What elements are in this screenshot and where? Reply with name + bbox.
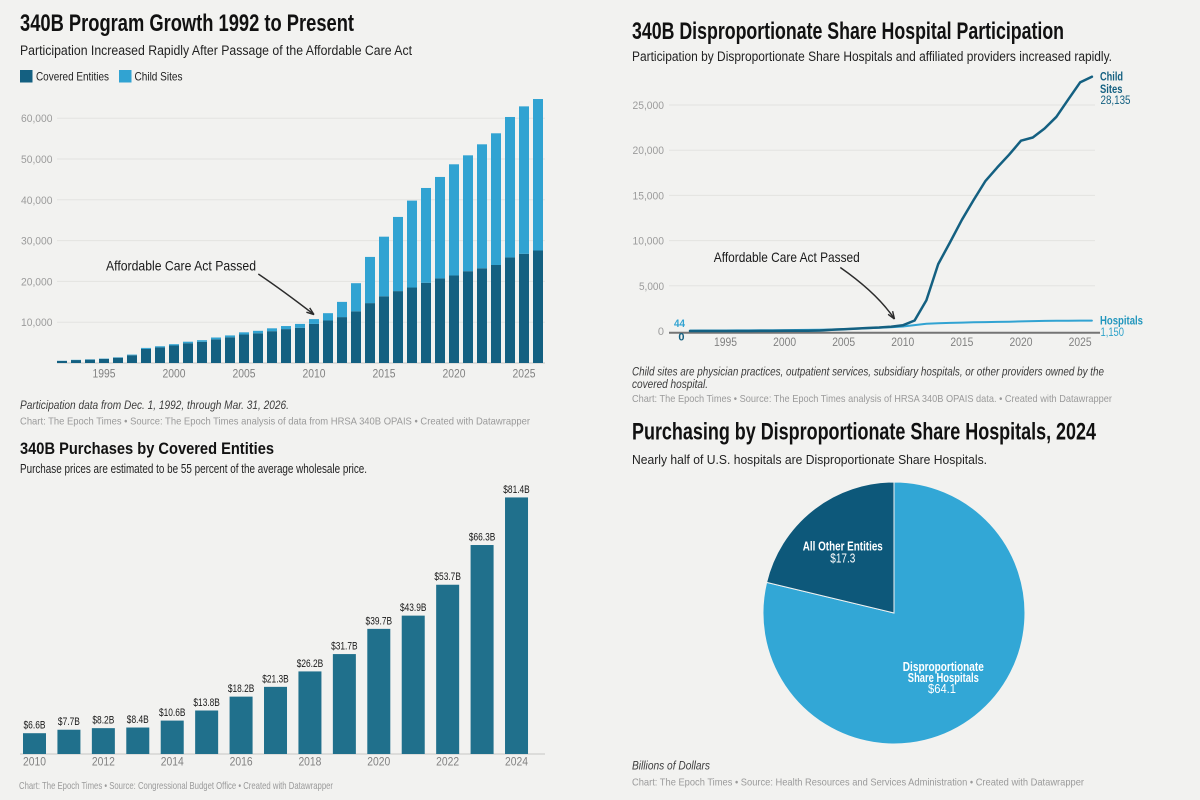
svg-text:$6.6B: $6.6B bbox=[24, 720, 46, 732]
svg-text:$66.3B: $66.3B bbox=[469, 532, 496, 544]
svg-text:2020: 2020 bbox=[1010, 337, 1033, 349]
svg-text:$7.7B: $7.7B bbox=[58, 716, 80, 728]
svg-text:2022: 2022 bbox=[436, 757, 459, 769]
svg-text:$17.3: $17.3 bbox=[830, 552, 855, 566]
svg-text:$64.1: $64.1 bbox=[928, 682, 956, 696]
svg-text:20,000: 20,000 bbox=[633, 145, 665, 157]
svg-text:Affordable Care Act Passed: Affordable Care Act Passed bbox=[106, 258, 256, 274]
svg-text:40,000: 40,000 bbox=[21, 195, 53, 207]
svg-text:$21.3B: $21.3B bbox=[262, 673, 289, 685]
svg-text:$8.4B: $8.4B bbox=[127, 714, 149, 726]
svg-text:1,150: 1,150 bbox=[1101, 327, 1125, 339]
svg-text:Share Hospitals: Share Hospitals bbox=[908, 671, 979, 685]
svg-text:$43.9B: $43.9B bbox=[400, 602, 427, 614]
svg-text:$10.6B: $10.6B bbox=[159, 707, 186, 719]
svg-text:Chart: The Epoch Times • Sourc: Chart: The Epoch Times • Source: The Epo… bbox=[20, 416, 530, 428]
svg-text:2025: 2025 bbox=[1069, 337, 1092, 349]
svg-text:2020: 2020 bbox=[443, 369, 466, 381]
svg-text:44: 44 bbox=[674, 318, 686, 330]
svg-text:$53.7B: $53.7B bbox=[434, 571, 461, 583]
svg-text:All Other Entities: All Other Entities bbox=[803, 540, 883, 554]
svg-text:Child sites are physician prac: Child sites are physician practices, out… bbox=[632, 367, 1104, 379]
svg-text:2025: 2025 bbox=[513, 369, 536, 381]
svg-text:covered hospital.: covered hospital. bbox=[632, 379, 708, 391]
svg-text:2024: 2024 bbox=[505, 757, 529, 769]
svg-text:340B Program Growth 1992 to Pr: 340B Program Growth 1992 to Present bbox=[20, 10, 354, 37]
svg-text:2020: 2020 bbox=[367, 757, 390, 769]
svg-text:Purchasing by Disproportionate: Purchasing by Disproportionate Share Hos… bbox=[632, 419, 1096, 446]
svg-text:Chart: The Epoch Times • Sour: Chart: The Epoch Times • Source: The Epo… bbox=[632, 393, 1112, 405]
svg-text:$31.7B: $31.7B bbox=[331, 641, 358, 653]
svg-text:15,000: 15,000 bbox=[633, 190, 665, 202]
svg-text:Participation by Disproportion: Participation by Disproportionate Share … bbox=[632, 49, 1112, 64]
svg-text:$81.4B: $81.4B bbox=[503, 484, 530, 496]
svg-text:$18.2B: $18.2B bbox=[228, 683, 255, 695]
svg-text:50,000: 50,000 bbox=[21, 154, 53, 166]
svg-text:Chart: The Epoch Times • Sourc: Chart: The Epoch Times • Source: Congres… bbox=[19, 780, 333, 792]
svg-text:28,135: 28,135 bbox=[1101, 95, 1131, 107]
svg-text:$13.8B: $13.8B bbox=[193, 697, 220, 709]
svg-text:30,000: 30,000 bbox=[21, 236, 53, 248]
svg-text:$8.2B: $8.2B bbox=[92, 715, 114, 727]
svg-text:Disproportionate: Disproportionate bbox=[903, 660, 984, 674]
svg-text:2012: 2012 bbox=[92, 757, 115, 769]
svg-text:20,000: 20,000 bbox=[21, 276, 53, 288]
svg-text:2015: 2015 bbox=[373, 369, 396, 381]
svg-text:Covered Entities: Covered Entities bbox=[36, 70, 109, 84]
svg-text:2016: 2016 bbox=[230, 757, 253, 769]
svg-text:2005: 2005 bbox=[832, 337, 855, 349]
svg-text:2010: 2010 bbox=[303, 369, 326, 381]
svg-text:Child Sites: Child Sites bbox=[135, 70, 183, 84]
svg-text:Affordable Care Act Passed: Affordable Care Act Passed bbox=[714, 249, 860, 265]
svg-text:2000: 2000 bbox=[163, 369, 186, 381]
svg-text:25,000: 25,000 bbox=[633, 100, 665, 112]
svg-text:0: 0 bbox=[658, 326, 664, 338]
svg-text:Child: Child bbox=[1100, 70, 1123, 84]
svg-text:2010: 2010 bbox=[891, 337, 914, 349]
svg-text:340B Purchases by Covered Enti: 340B Purchases by Covered Entities bbox=[20, 439, 274, 458]
svg-text:2018: 2018 bbox=[298, 757, 321, 769]
svg-text:1995: 1995 bbox=[93, 369, 116, 381]
svg-text:10,000: 10,000 bbox=[633, 236, 665, 248]
svg-text:10,000: 10,000 bbox=[21, 317, 53, 329]
svg-text:2005: 2005 bbox=[233, 369, 256, 381]
svg-text:2014: 2014 bbox=[161, 757, 185, 769]
svg-text:$26.2B: $26.2B bbox=[297, 658, 324, 670]
svg-text:60,000: 60,000 bbox=[21, 113, 53, 125]
svg-text:Sites: Sites bbox=[1100, 82, 1123, 96]
svg-text:Nearly half of U.S. hospitals: Nearly half of U.S. hospitals are Dispro… bbox=[632, 452, 987, 467]
svg-text:0: 0 bbox=[678, 332, 684, 344]
svg-text:Hospitals: Hospitals bbox=[1100, 314, 1143, 328]
svg-text:1995: 1995 bbox=[714, 337, 737, 349]
svg-text:Participation data from Dec. 1: Participation data from Dec. 1, 1992, th… bbox=[20, 400, 289, 412]
svg-text:Billions of Dollars: Billions of Dollars bbox=[632, 761, 710, 773]
svg-text:Participation Increased Rapidl: Participation Increased Rapidly After Pa… bbox=[20, 43, 412, 58]
svg-text:Chart: The Epoch Times • Sour: Chart: The Epoch Times • Source: Health … bbox=[632, 777, 1084, 789]
svg-text:340B Disproportionate Share Ho: 340B Disproportionate Share Hospital Par… bbox=[632, 18, 1064, 45]
svg-text:2000: 2000 bbox=[773, 337, 796, 349]
svg-text:2015: 2015 bbox=[950, 337, 973, 349]
svg-text:5,000: 5,000 bbox=[639, 281, 664, 293]
svg-text:2010: 2010 bbox=[23, 757, 46, 769]
svg-text:$39.7B: $39.7B bbox=[366, 615, 393, 627]
svg-text:Purchase prices are estimated: Purchase prices are estimated to be 55 p… bbox=[20, 462, 367, 476]
